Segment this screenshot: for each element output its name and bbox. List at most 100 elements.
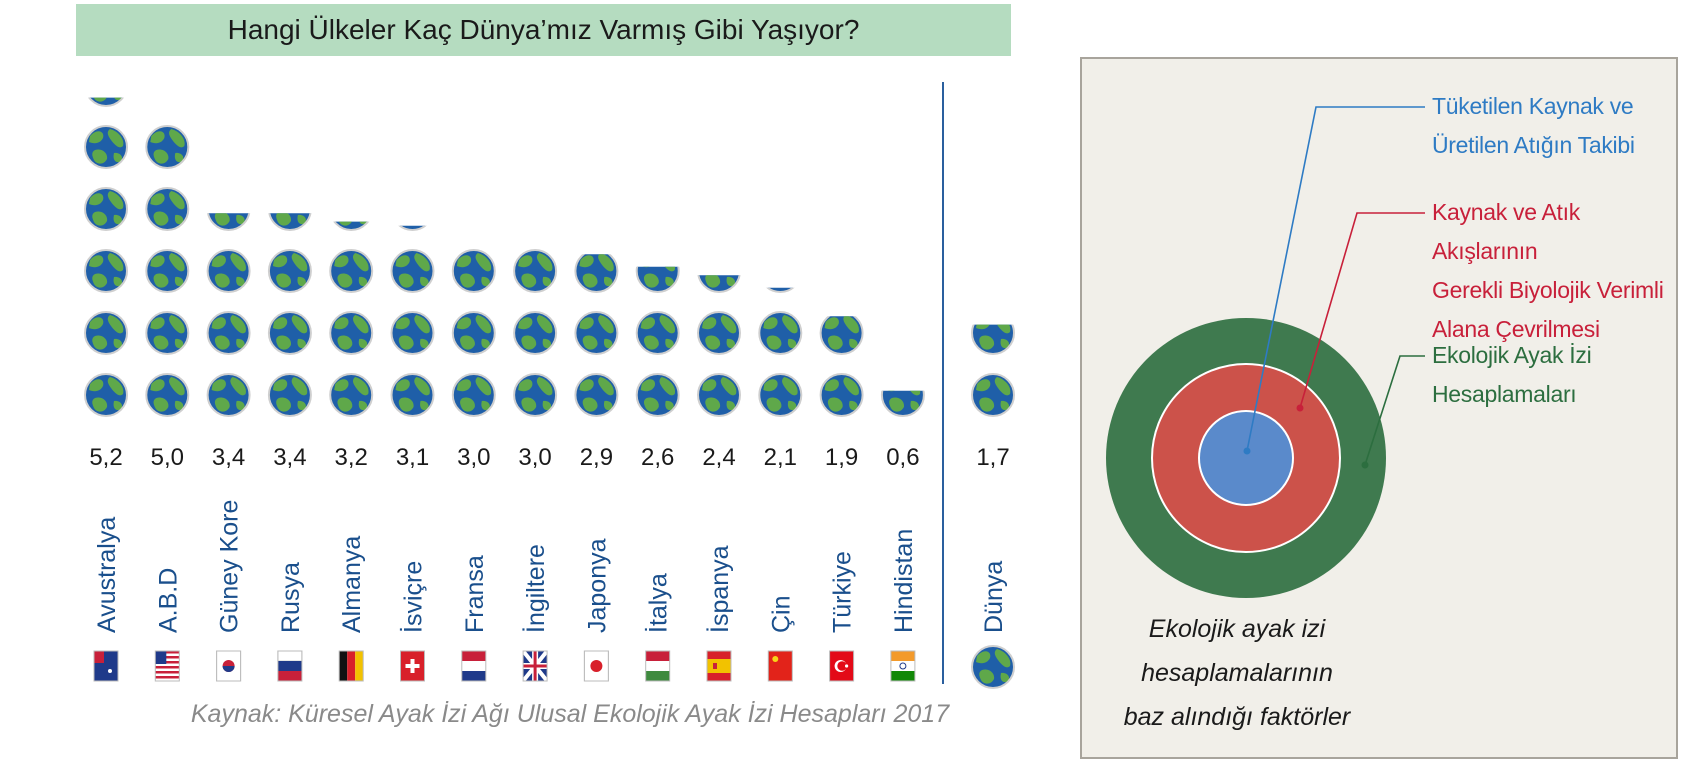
value-label: 2,1: [764, 444, 797, 471]
country-4-globe: [329, 373, 374, 417]
country-12-globe: [819, 373, 864, 417]
country-11-globe: [758, 311, 803, 355]
chart-title-bar: Hangi Ülkeler Kaç Dünya’mız Varmış Gibi …: [76, 4, 1011, 56]
country-2-globe: [206, 373, 251, 417]
country-1-globe: [145, 311, 190, 355]
flag-icon: [154, 650, 180, 682]
country-0-globe: [84, 125, 128, 169]
country-4-globe-partial: [329, 221, 374, 231]
country-5-globe: [390, 373, 435, 417]
country-8-globe: [574, 373, 619, 417]
country-1-globe: [145, 249, 190, 293]
reference-globe-partial: [971, 324, 1015, 355]
country-5-globe: [390, 249, 435, 293]
reference-globe: [971, 373, 1015, 417]
country-label: İsviçre: [399, 561, 428, 633]
leader-dot-blue: [1243, 447, 1251, 455]
country-label: Türkiye: [829, 551, 857, 633]
country-6-globe: [451, 311, 496, 355]
country-2-globe-partial: [206, 213, 251, 231]
country-7-globe: [513, 373, 558, 417]
flag-icon: [338, 650, 364, 682]
country-label: A.B.D: [154, 568, 182, 633]
country-3-globe: [267, 373, 312, 417]
country-label: Fransa: [461, 555, 489, 633]
value-label: 5,2: [89, 444, 122, 471]
diagram-caption: Ekolojik ayak izi hesaplamalarının baz a…: [1123, 615, 1351, 731]
country-3-globe: [267, 249, 312, 293]
reference-value-label: 1,7: [976, 444, 1009, 471]
country-label: İspanya: [705, 545, 734, 633]
flag-icon: [583, 650, 609, 682]
value-label: 3,1: [396, 444, 429, 471]
country-3-globe-partial: [267, 213, 312, 231]
country-0-globe: [84, 249, 128, 293]
flag-icon: [93, 650, 119, 682]
value-label: 3,2: [335, 444, 368, 471]
value-label: 1,9: [825, 444, 858, 471]
country-0-globe: [84, 373, 128, 417]
country-4-globe: [329, 311, 374, 355]
country-4-globe: [329, 249, 374, 293]
country-1-globe: [145, 373, 190, 417]
flag-icon: [890, 650, 916, 682]
factor-label-conversion: Kaynak ve Atık Akışlarının Gerekli Biyol…: [1432, 199, 1664, 342]
country-label: Almanya: [338, 536, 366, 633]
country-10-globe: [697, 311, 741, 355]
value-label: 2,6: [641, 444, 674, 471]
leader-line-green: [1364, 355, 1425, 466]
flag-icon: [645, 650, 671, 682]
country-6-globe: [451, 249, 496, 293]
country-5-globe: [390, 311, 435, 355]
country-label: Rusya: [277, 562, 305, 633]
country-7-globe: [513, 311, 558, 355]
factors-panel: Tüketilen Kaynak ve Üretilen Atığın Taki…: [1080, 57, 1678, 759]
country-3-globe: [267, 311, 312, 355]
source-note: Kaynak: Küresel Ayak İzi Ağı Ulusal Ekol…: [190, 700, 950, 728]
flag-icon: [216, 650, 242, 682]
flag-icon: [277, 650, 303, 682]
leader-dot-green: [1361, 461, 1369, 469]
concentric-diagram: [1106, 106, 1425, 598]
country-label: Avustralya: [93, 517, 121, 633]
value-label: 5,0: [151, 444, 184, 471]
country-label: İngiltere: [521, 544, 550, 633]
country-9-globe: [635, 373, 680, 417]
country-6-globe: [451, 373, 496, 417]
country-0-globe: [84, 311, 128, 355]
country-11-globe-partial: [758, 287, 803, 293]
country-0-globe-partial: [84, 97, 128, 107]
country-8-globe-partial: [574, 254, 619, 293]
value-label: 2,4: [702, 444, 735, 471]
country-13-globe-partial: [880, 390, 925, 417]
country-1-globe: [145, 187, 190, 231]
country-0-globe: [84, 187, 128, 231]
flag-icon: [829, 650, 855, 682]
value-label: 2,9: [580, 444, 613, 471]
country-9-globe-partial: [635, 266, 680, 293]
country-7-globe: [513, 249, 558, 293]
country-9-globe: [635, 311, 680, 355]
flag-icon: [461, 650, 487, 682]
value-label: 3,4: [273, 444, 306, 471]
country-2-globe: [206, 249, 251, 293]
country-label: Japonya: [583, 538, 611, 633]
country-1-globe: [145, 125, 190, 169]
country-10-globe: [697, 373, 741, 417]
country-12-globe-partial: [819, 316, 864, 355]
inner-ring: [1198, 410, 1294, 506]
country-10-globe-partial: [697, 275, 741, 293]
globe-chart: 5,2 Avustralya 5,0 A.B.D 3,4 Güney Kore 3,4 Rus…: [84, 82, 1015, 689]
leader-dot-red: [1296, 404, 1304, 412]
country-label: İtalya: [644, 573, 673, 633]
value-label: 0,6: [886, 444, 919, 471]
factor-label-tracking: Tüketilen Kaynak ve Üretilen Atığın Taki…: [1432, 93, 1635, 158]
leader-line-red: [1299, 212, 1425, 409]
reference-label: Dünya: [980, 561, 1008, 633]
value-label: 3,0: [518, 444, 551, 471]
factor-label-calculation: Ekolojik Ayak İzi Hesaplamaları: [1432, 342, 1592, 407]
country-label: Güney Kore: [216, 500, 244, 633]
value-label: 3,4: [212, 444, 245, 471]
value-label: 3,0: [457, 444, 490, 471]
flag-icon: [767, 650, 793, 682]
